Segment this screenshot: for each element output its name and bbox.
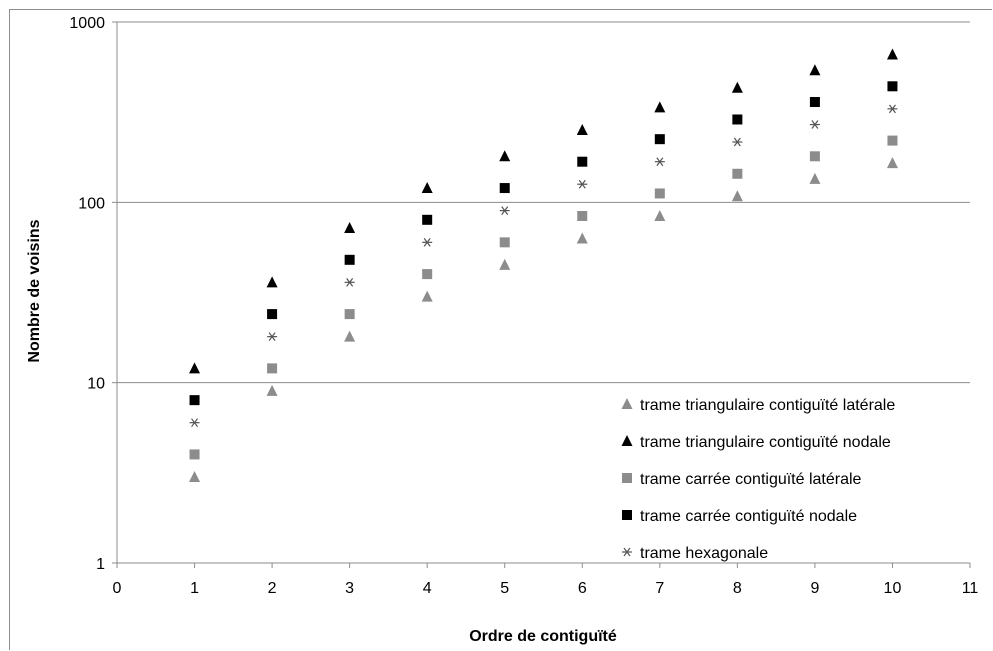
data-point <box>344 222 356 234</box>
data-point <box>654 209 666 221</box>
legend-label: trame carrée contiguïté latérale <box>640 471 862 488</box>
data-point <box>887 104 898 114</box>
axes <box>112 21 971 568</box>
y-tick-label: 1000 <box>69 15 105 32</box>
data-point <box>732 168 743 179</box>
data-point <box>344 309 355 320</box>
data-series <box>189 48 898 482</box>
x-tick-label: 4 <box>423 580 432 597</box>
data-point <box>189 395 200 406</box>
data-point <box>654 188 665 199</box>
legend-marker <box>622 510 632 520</box>
x-tick-label: 0 <box>113 580 122 597</box>
data-point <box>422 269 433 280</box>
data-point <box>886 48 898 60</box>
data-point <box>577 179 588 189</box>
data-point <box>267 309 278 320</box>
data-point <box>732 114 743 125</box>
y-axis-title: Nombre de voisins <box>26 219 43 362</box>
data-point <box>421 290 433 302</box>
data-point <box>654 134 665 145</box>
data-point <box>887 135 898 146</box>
data-point <box>422 237 433 247</box>
data-point <box>731 190 743 202</box>
data-point <box>266 384 278 396</box>
legend-marker <box>622 547 632 557</box>
x-tick-label: 10 <box>884 580 902 597</box>
data-point <box>576 232 588 244</box>
legend-label: trame triangulaire contiguïté nodale <box>640 434 891 451</box>
x-tick-label: 6 <box>578 580 587 597</box>
y-tick-label: 10 <box>87 376 105 393</box>
data-point <box>732 137 743 147</box>
data-point <box>499 150 511 162</box>
data-point <box>809 97 820 108</box>
data-point <box>887 81 898 92</box>
y-tick-labels: 1 10 100 1000 <box>69 15 105 573</box>
data-point <box>344 330 356 342</box>
data-point <box>654 157 665 167</box>
data-point <box>344 254 355 265</box>
y-tick-label: 1 <box>96 556 105 573</box>
data-point <box>809 172 821 184</box>
legend-marker <box>622 473 632 483</box>
chart-area <box>9 9 992 650</box>
y-tick-label: 100 <box>78 195 105 212</box>
data-point <box>577 210 588 221</box>
legend-label: trame carrée contiguïté nodale <box>640 508 857 525</box>
data-point <box>422 214 433 225</box>
data-point <box>267 363 278 374</box>
data-point <box>344 277 355 287</box>
data-point <box>421 182 433 194</box>
x-tick-label: 11 <box>962 580 979 597</box>
data-point <box>654 101 666 113</box>
data-point <box>731 81 743 93</box>
x-tick-label: 9 <box>810 580 819 597</box>
data-point <box>577 156 588 167</box>
data-point <box>189 449 200 460</box>
data-point <box>499 237 510 248</box>
data-point <box>576 123 588 135</box>
data-point <box>499 183 510 194</box>
legend-marker <box>621 435 633 446</box>
x-tick-label: 2 <box>268 580 277 597</box>
x-tick-label: 7 <box>655 580 664 597</box>
gridlines <box>117 21 970 384</box>
x-tick-label: 5 <box>500 580 509 597</box>
x-tick-label: 8 <box>733 580 742 597</box>
x-tick-label: 3 <box>345 580 354 597</box>
data-point <box>267 332 278 341</box>
data-point <box>266 276 278 288</box>
legend: trame triangulaire contiguïté latérale tr… <box>621 397 895 562</box>
x-axis-title: Ordre de contiguïté <box>469 628 617 645</box>
data-point <box>809 151 820 162</box>
data-point <box>189 418 200 428</box>
x-tick-labels: 0 1 2 3 4 5 6 7 8 9 10 11 <box>113 580 979 597</box>
legend-label: trame triangulaire contiguïté latérale <box>640 397 895 414</box>
data-point <box>809 120 820 129</box>
data-point <box>189 470 201 482</box>
x-tick-label: 1 <box>190 580 199 597</box>
data-point <box>886 157 898 169</box>
data-point <box>499 258 511 270</box>
data-point <box>809 64 821 76</box>
data-point <box>499 206 510 215</box>
legend-marker <box>621 398 633 409</box>
legend-label: trame hexagonale <box>640 545 768 562</box>
data-point <box>189 362 201 374</box>
